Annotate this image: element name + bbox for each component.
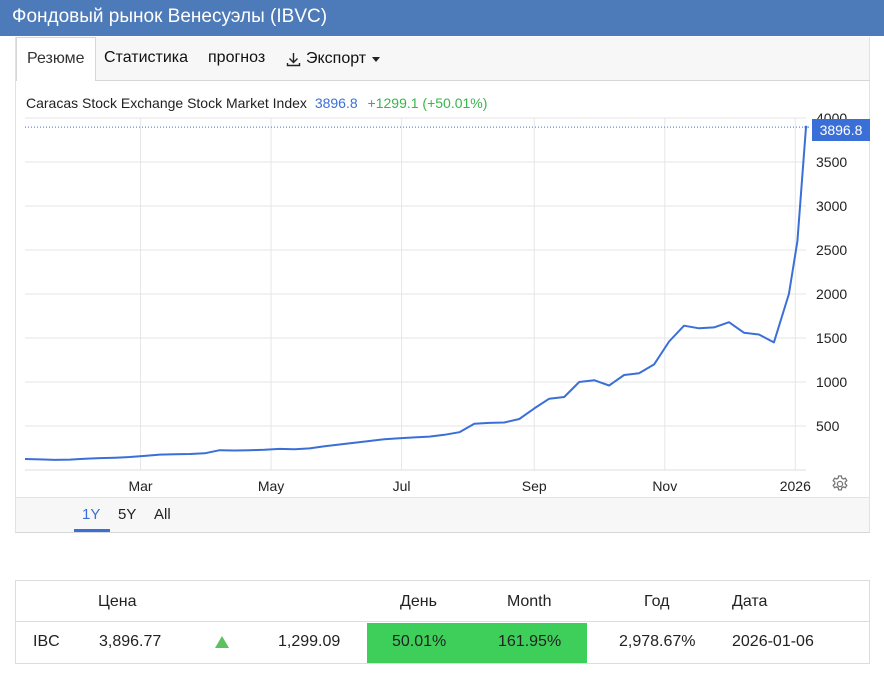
row-symbol[interactable]: IBC <box>33 633 60 650</box>
range-5y[interactable]: 5Y <box>118 506 137 523</box>
tab-statistics[interactable]: Статистика <box>104 49 189 66</box>
series-line <box>24 127 807 461</box>
tab-bar: Резюме Статистика прогноз Экспорт <box>15 37 870 82</box>
row-price: 3,896.77 <box>99 633 162 650</box>
chart-header: Caracas Stock Exchange Stock Market Inde… <box>26 95 487 111</box>
table-header: Цена День Month Год Дата <box>16 581 869 622</box>
tab-export[interactable]: Экспорт <box>286 37 381 81</box>
tab-forecast[interactable]: прогноз <box>208 49 266 66</box>
chart-panel: 500 1000 1500 2000 2500 3000 3500 4000 Mar May Jul… <box>15 81 870 533</box>
chevron-down-icon <box>372 56 381 62</box>
tab-export-label: Экспорт <box>306 50 367 67</box>
header-price: Цена <box>98 593 137 610</box>
header-date: Дата <box>732 593 768 610</box>
last-value: 3896.8 <box>314 95 358 111</box>
range-1y[interactable]: 1Y <box>82 506 101 523</box>
row-day: 50.01% <box>392 633 447 650</box>
tab-summary[interactable]: Резюме <box>16 37 96 82</box>
y-tick-label: 500 <box>816 418 840 434</box>
y-tick-label: 1000 <box>816 374 847 390</box>
change-value: +1299.1 (+50.01%) <box>367 95 488 111</box>
x-tick-label: Sep <box>522 478 547 494</box>
x-tick-label: Mar <box>128 478 152 494</box>
row-month: 161.95% <box>498 633 562 650</box>
row-date: 2026-01-06 <box>732 633 814 650</box>
quote-table: Цена День Month Год Дата IBC 3,896.77 1,… <box>15 580 870 664</box>
last-point <box>804 125 808 129</box>
x-tick-label: 2026 <box>780 478 811 494</box>
range-all[interactable]: All <box>154 506 171 523</box>
download-icon <box>286 52 301 67</box>
y-tick-label: 1500 <box>816 330 847 346</box>
y-tick-label: 3000 <box>816 198 847 214</box>
positive-highlight <box>367 623 587 663</box>
row-change: 1,299.09 <box>278 633 341 650</box>
header-day: День <box>400 593 437 610</box>
x-tick-label: May <box>258 478 284 494</box>
index-name: Caracas Stock Exchange Stock Market Inde… <box>26 95 307 111</box>
range-active-indicator <box>74 529 110 532</box>
header-year: Год <box>644 593 670 610</box>
x-tick-label: Nov <box>652 478 677 494</box>
y-tick-label: 3500 <box>816 154 847 170</box>
page-title: Фондовый рынок Венесуэлы (IBVC) <box>12 6 328 27</box>
page-header: Фондовый рынок Венесуэлы (IBVC) <box>0 0 884 36</box>
gear-icon[interactable] <box>830 474 850 494</box>
y-tick-label: 2000 <box>816 286 847 302</box>
y-tick-label: 2500 <box>816 242 847 258</box>
up-arrow-icon <box>215 636 229 648</box>
range-selector: 1Y 5Y All <box>16 497 869 532</box>
last-price-badge: 3896.8 <box>812 119 870 141</box>
header-month: Month <box>507 593 552 610</box>
x-tick-label: Jul <box>393 478 411 494</box>
row-year: 2,978.67% <box>619 633 696 650</box>
